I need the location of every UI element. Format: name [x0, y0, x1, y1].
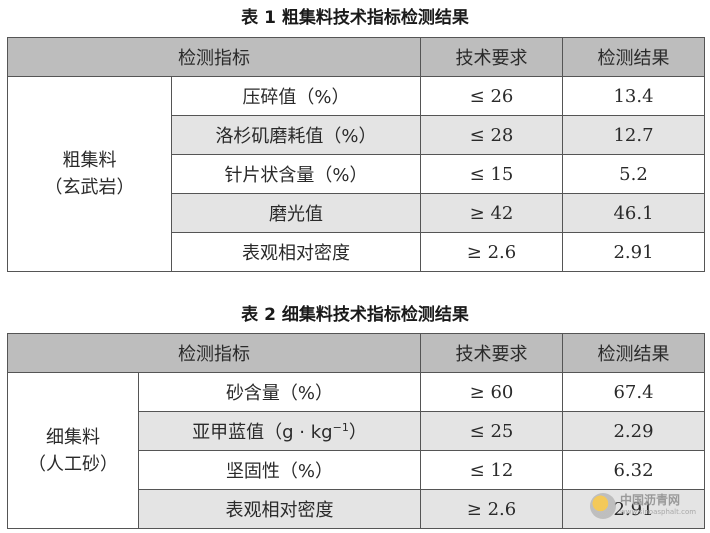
indicator-cell: 砂含量（%） [138, 372, 421, 412]
fine-aggregate-table: 检测指标 技术要求 检测结果 细集料 （人工砂） 砂含量（%） ≥ 60 67.… [7, 333, 705, 529]
table-row: 洛杉矶磨耗值（%） ≤ 28 12.7 [8, 115, 705, 155]
result-cell: 46.1 [562, 193, 705, 233]
group-label-line2: （玄武岩） [44, 177, 135, 198]
requirement-cell: ≤ 25 [420, 411, 563, 451]
result-cell: 13.4 [562, 76, 705, 116]
header-result: 检测结果 [562, 37, 705, 77]
requirement-cell: ≤ 12 [420, 450, 563, 490]
header-indicator: 检测指标 [7, 37, 421, 77]
requirement-cell: ≥ 60 [420, 372, 563, 412]
table-row: 表观相对密度 ≥ 2.6 2.91 [8, 232, 705, 272]
header-result: 检测结果 [562, 333, 705, 373]
table-header-row: 检测指标 技术要求 检测结果 [7, 333, 705, 373]
result-cell: 2.91 [562, 232, 705, 272]
group-label-line2: （人工砂） [28, 453, 118, 475]
indicator-cell: 磨光值 [171, 193, 421, 233]
table-row: 表观相对密度 ≥ 2.6 2.91 [8, 489, 705, 529]
indicator-cell: 表观相对密度 [171, 232, 421, 272]
group-label: 粗集料 （玄武岩） [7, 76, 172, 272]
watermark-url: www.sinoasphalt.com [620, 508, 697, 516]
result-cell: 67.4 [562, 372, 705, 412]
group-label-line1: 粗集料 [62, 150, 117, 171]
table-row: 坚固性（%） ≤ 12 6.32 [8, 450, 705, 490]
result-cell: 2.29 [562, 411, 705, 451]
requirement-cell: ≥ 2.6 [420, 489, 563, 529]
table2-caption: 表 2 细集料技术指标检测结果 [241, 305, 469, 325]
coarse-aggregate-table: 检测指标 技术要求 检测结果 粗集料 （玄武岩） 压碎值（%） ≤ 26 13.… [7, 37, 705, 272]
table-header-row: 检测指标 技术要求 检测结果 [7, 37, 705, 77]
header-indicator: 检测指标 [7, 333, 421, 373]
requirement-cell: ≥ 2.6 [420, 232, 563, 272]
header-requirement: 技术要求 [420, 333, 563, 373]
result-cell: 5.2 [562, 154, 705, 194]
watermark-text: 中国沥青网 www.sinoasphalt.com [620, 494, 696, 518]
table-row: 细集料 （人工砂） 砂含量（%） ≥ 60 67.4 [7, 372, 705, 529]
indicator-cell: 亚甲蓝值（g · kg−1） [138, 411, 421, 451]
unit-exponent: −1 [332, 421, 349, 434]
requirement-cell: ≤ 26 [420, 76, 563, 116]
indicator-cell: 坚固性（%） [138, 450, 421, 490]
table-row: 亚甲蓝值（g · kg−1） ≤ 25 2.29 [8, 411, 705, 451]
requirement-cell: ≥ 42 [420, 193, 563, 233]
table1-caption: 表 1 粗集料技术指标检测结果 [241, 8, 469, 28]
header-requirement: 技术要求 [420, 37, 563, 77]
requirement-cell: ≤ 28 [420, 115, 563, 155]
watermark: 中国沥青网 www.sinoasphalt.com [590, 488, 705, 524]
indicator-text: 亚甲蓝值（g · kg [192, 422, 333, 443]
indicator-cell: 压碎值（%） [171, 76, 421, 116]
table-row: 磨光值 ≥ 42 46.1 [8, 193, 705, 233]
group-label-line1: 细集料 [46, 426, 100, 448]
group-label: 细集料 （人工砂） [7, 372, 139, 529]
result-cell: 2.91 [562, 489, 705, 529]
result-cell: 6.32 [562, 450, 705, 490]
indicator-cell: 洛杉矶磨耗值（%） [171, 115, 421, 155]
watermark-logo-icon [590, 493, 616, 519]
requirement-cell: ≤ 15 [420, 154, 563, 194]
table-row: 针片状含量（%） ≤ 15 5.2 [8, 154, 705, 194]
result-cell: 12.7 [562, 115, 705, 155]
watermark-site-name: 中国沥青网 [620, 493, 681, 507]
indicator-cell: 表观相对密度 [138, 489, 421, 529]
indicator-cell: 针片状含量（%） [171, 154, 421, 194]
indicator-text-suffix: ） [348, 422, 367, 443]
table-row: 粗集料 （玄武岩） 压碎值（%） ≤ 26 13.4 [7, 76, 705, 272]
